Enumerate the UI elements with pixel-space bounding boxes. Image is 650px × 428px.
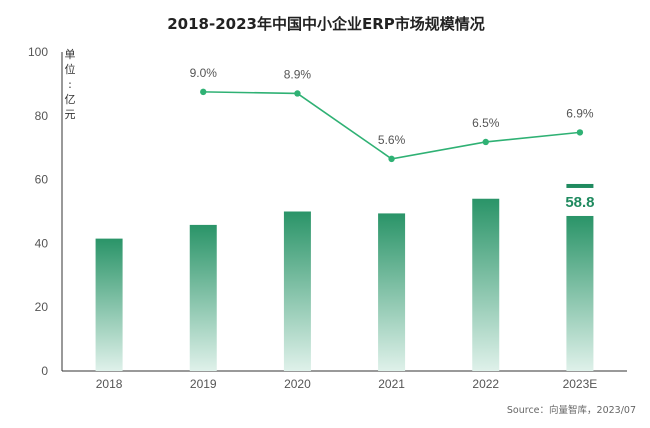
y-axis-unit-label: 单位: 亿元 bbox=[65, 48, 76, 121]
growth-rate-label: 5.6% bbox=[378, 133, 406, 147]
y-unit-char: 位 bbox=[65, 62, 76, 76]
y-axis-ticks: 0 20 40 60 80 100 bbox=[28, 45, 48, 378]
growth-rate-label: 6.9% bbox=[566, 106, 594, 120]
y-unit-char: 元 bbox=[65, 108, 76, 121]
y-tick-label: 20 bbox=[35, 300, 49, 314]
y-unit-char: 亿 bbox=[65, 93, 76, 106]
growth-rate-label: 8.9% bbox=[284, 67, 312, 81]
x-tick-label: 2022 bbox=[472, 377, 499, 391]
chart-title: 2018-2023年中国中小企业ERP市场规模情况 bbox=[167, 15, 485, 33]
x-tick-label: 2019 bbox=[190, 377, 217, 391]
x-tick-label: 2020 bbox=[284, 377, 311, 391]
y-tick-label: 40 bbox=[35, 236, 49, 250]
line-point bbox=[388, 155, 395, 163]
highlight-group: 58.8 bbox=[565, 183, 595, 211]
y-tick-label: 80 bbox=[35, 109, 49, 123]
x-tick-label: 2023E bbox=[563, 377, 598, 391]
highlight-value-label: 58.8 bbox=[565, 194, 594, 211]
growth-rate-label: 9.0% bbox=[190, 66, 218, 80]
bar bbox=[472, 198, 500, 371]
x-tick-label: 2021 bbox=[378, 377, 405, 391]
line-point bbox=[294, 90, 301, 97]
y-unit-char: : bbox=[68, 78, 72, 91]
growth-line bbox=[203, 91, 580, 160]
bar bbox=[95, 238, 123, 371]
line-point bbox=[200, 88, 207, 96]
bar-series bbox=[95, 198, 594, 371]
line-point bbox=[576, 129, 584, 136]
bar bbox=[189, 224, 217, 371]
source-note: Source：向量智库，2023/07 bbox=[507, 404, 636, 416]
bar bbox=[566, 215, 594, 371]
y-tick-label: 0 bbox=[41, 364, 48, 378]
growth-line-series: 9.0% 8.9% 5.6% 6.5% 6.9% bbox=[190, 66, 594, 163]
bar bbox=[283, 211, 311, 371]
x-tick-label: 2018 bbox=[96, 377, 123, 391]
growth-rate-label: 6.5% bbox=[472, 116, 500, 130]
y-tick-label: 60 bbox=[35, 173, 49, 187]
x-axis-ticks: 2018 2019 2020 2021 2022 2023E bbox=[96, 377, 598, 391]
y-unit-char: 单 bbox=[65, 48, 76, 61]
bar bbox=[378, 213, 406, 371]
y-tick-label: 100 bbox=[28, 45, 48, 59]
line-point bbox=[482, 138, 489, 146]
highlight-marker bbox=[566, 183, 594, 188]
